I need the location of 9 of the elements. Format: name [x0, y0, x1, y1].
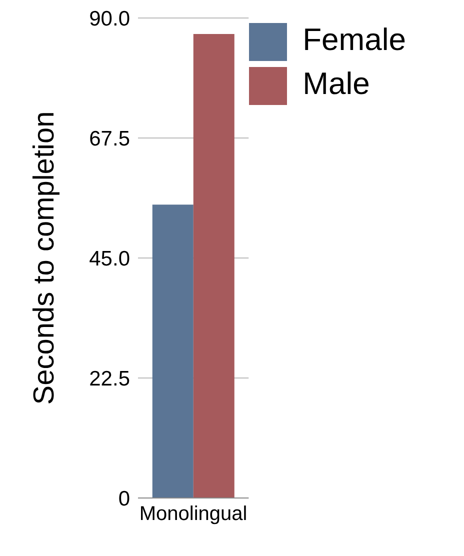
y-tick-label: 0 — [118, 487, 130, 510]
y-tick-label: 45.0 — [89, 247, 130, 270]
y-tick-label: 67.5 — [89, 127, 130, 150]
legend-label: Male — [302, 66, 370, 101]
y-tick-label: 90.0 — [89, 7, 130, 30]
y-tick-label: 22.5 — [89, 367, 130, 390]
legend-label: Female — [302, 22, 406, 57]
x-tick-label: Monolingual — [139, 503, 248, 526]
y-axis-title: Seconds to completion — [28, 111, 60, 405]
